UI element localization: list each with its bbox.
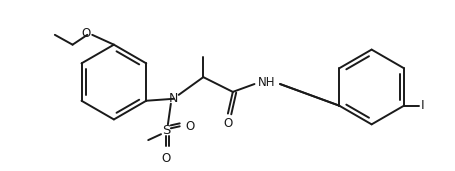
Text: N: N: [169, 92, 178, 105]
Text: O: O: [223, 117, 232, 130]
Text: S: S: [162, 124, 170, 137]
Text: I: I: [420, 99, 424, 112]
Text: O: O: [81, 27, 90, 40]
Text: NH: NH: [257, 76, 274, 89]
Text: O: O: [185, 120, 194, 133]
Text: O: O: [161, 152, 170, 165]
